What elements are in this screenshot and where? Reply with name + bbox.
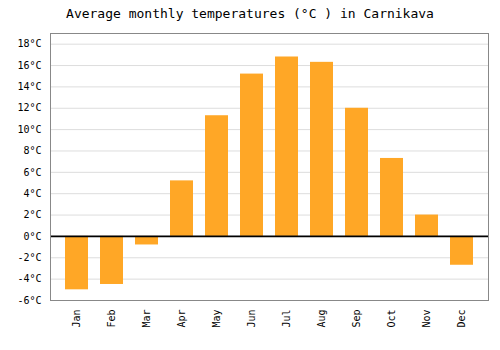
svg-text:0°C: 0°C [23, 231, 41, 242]
svg-text:Dec: Dec [456, 310, 467, 328]
svg-text:Nov: Nov [421, 310, 432, 328]
svg-text:2°C: 2°C [23, 209, 41, 220]
svg-text:May: May [211, 310, 222, 328]
svg-text:Jun: Jun [246, 310, 257, 328]
svg-text:-2°C: -2°C [17, 252, 41, 263]
svg-text:-4°C: -4°C [17, 273, 41, 284]
svg-text:Apr: Apr [176, 310, 187, 328]
svg-text:Aug: Aug [316, 310, 327, 328]
svg-text:Sep: Sep [351, 310, 362, 328]
svg-text:Oct: Oct [386, 310, 397, 328]
svg-text:Jan: Jan [71, 310, 82, 328]
svg-text:-6°C: -6°C [17, 295, 41, 306]
svg-text:12°C: 12°C [17, 102, 41, 113]
svg-text:10°C: 10°C [17, 124, 41, 135]
html-text:Average monthly temperatures (: Average monthly temperatures (°C ) in Ca… [66, 6, 434, 21]
svg-text:6°C: 6°C [23, 167, 41, 178]
svg-text:18°C: 18°C [17, 38, 41, 49]
svg-text:8°C: 8°C [23, 145, 41, 156]
svg-text:16°C: 16°C [17, 60, 41, 71]
svg-text:Feb: Feb [106, 310, 117, 328]
svg-text:14°C: 14°C [17, 81, 41, 92]
svg-text:Jul: Jul [281, 310, 292, 328]
svg-text:Mar: Mar [141, 310, 152, 328]
svg-text:4°C: 4°C [23, 188, 41, 199]
